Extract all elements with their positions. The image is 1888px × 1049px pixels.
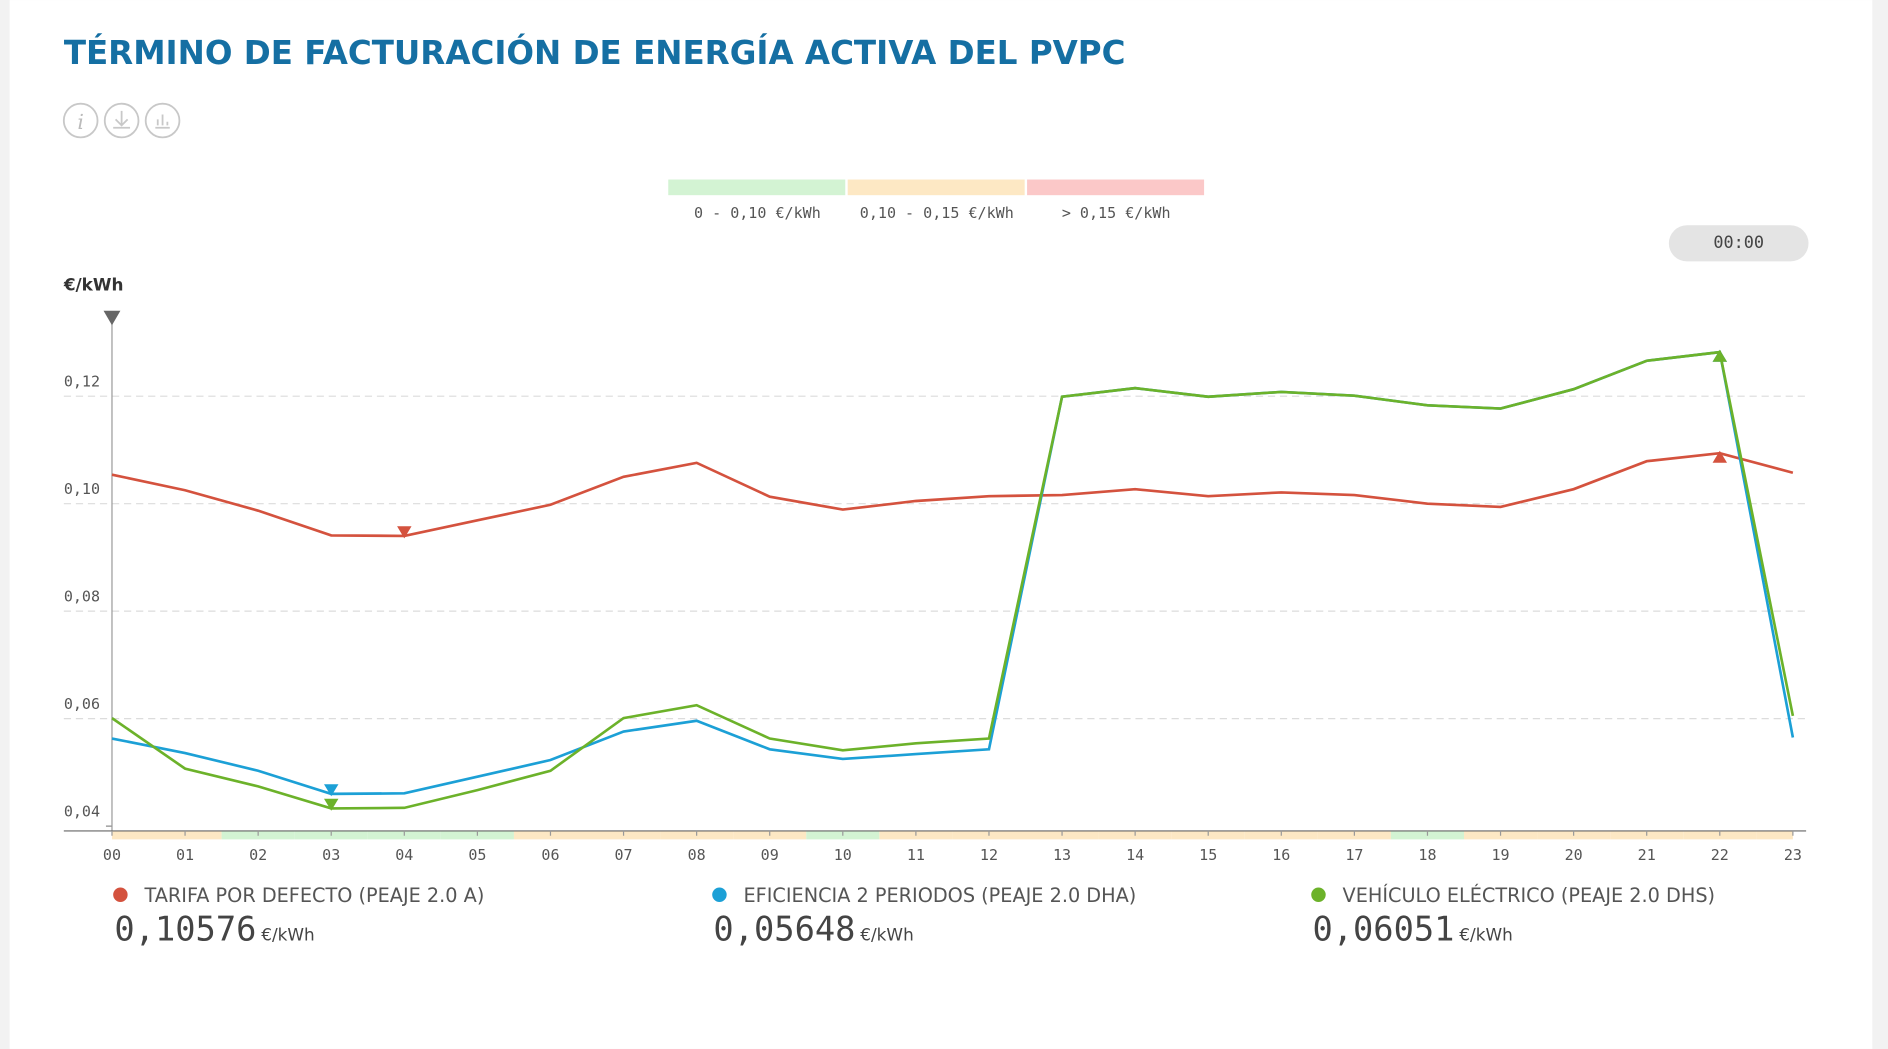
current-readout: 0,10576 €/kWh: [114, 910, 314, 949]
hour-band: [1756, 830, 1793, 840]
x-tick-label: 02: [249, 846, 267, 864]
toolbar: i: [62, 102, 181, 139]
legend-name: TARIFA POR DEFECTO (PEAJE 2.0 A): [143, 884, 484, 907]
current-readout: 0,05648 €/kWh: [713, 910, 913, 949]
y-axis-label: €/kWh: [63, 274, 124, 294]
hour-band: [111, 830, 149, 840]
max-marker: [1712, 450, 1728, 463]
x-tick-label: 17: [1345, 846, 1363, 864]
x-tick-label: 23: [1784, 846, 1802, 864]
download-button[interactable]: [103, 102, 140, 139]
y-tick-label: 0,04: [64, 802, 100, 820]
series-line: [111, 451, 1794, 538]
max-marker: [1712, 349, 1728, 362]
x-tick-label: 12: [980, 846, 998, 864]
legend-dot: [113, 887, 128, 902]
y-tick-label: 0,12: [64, 373, 100, 391]
x-tick-label: 03: [322, 846, 340, 864]
download-icon: [113, 110, 131, 129]
time-badge-label: 00:00: [1713, 232, 1764, 252]
range-swatch: [1027, 179, 1205, 196]
x-tick-label: 05: [468, 846, 486, 864]
range-label: > 0,15 €/kWh: [1062, 204, 1171, 222]
y-tick-label: 0,08: [64, 588, 100, 606]
x-tick-label: 01: [176, 846, 194, 864]
y-tick-label: 0,10: [64, 480, 100, 498]
min-marker: [397, 526, 412, 539]
legend-dot: [712, 887, 727, 902]
info-button[interactable]: [62, 102, 99, 139]
range-swatch: [847, 179, 1025, 196]
current-unit: €/kWh: [1459, 925, 1512, 945]
x-tick-label: 10: [834, 846, 852, 864]
x-tick-label: 07: [614, 846, 632, 864]
min-marker: [324, 798, 339, 811]
x-tick-label: 08: [688, 846, 706, 864]
series-line: [111, 350, 1795, 810]
range-label: 0 - 0,10 €/kWh: [694, 204, 821, 222]
x-tick-label: 21: [1638, 846, 1656, 864]
legend-name: VEHÍCULO ELÉCTRICO (PEAJE 2.0 DHS): [1343, 884, 1716, 907]
x-tick-label: 09: [761, 846, 779, 864]
current-unit: €/kWh: [860, 925, 913, 945]
panel: [9, 0, 1873, 1049]
range-swatch: [668, 179, 846, 196]
x-tick-label: 00: [103, 846, 121, 864]
chart-button[interactable]: [144, 102, 181, 139]
x-tick-label: 16: [1272, 846, 1290, 864]
chart-title: TÉRMINO DE FACTURACIÓN DE ENERGÍA ACTIVA…: [64, 33, 1126, 72]
chart-icon: [155, 114, 170, 129]
x-tick-label: 06: [541, 846, 559, 864]
current-readout: 0,06051 €/kWh: [1312, 910, 1512, 949]
x-tick-label: 11: [907, 846, 925, 864]
current-value: 0,10576: [114, 910, 256, 949]
legend-dot: [1311, 887, 1326, 902]
current-unit: €/kWh: [261, 925, 314, 945]
x-tick-label: 22: [1711, 846, 1729, 864]
x-tick-label: 19: [1491, 846, 1509, 864]
current-value: 0,06051: [1312, 910, 1454, 949]
x-tick-label: 15: [1199, 846, 1217, 864]
info-icon: i: [77, 110, 84, 134]
current-value: 0,05648: [713, 910, 855, 949]
y-tick-label: 0,06: [64, 695, 100, 713]
x-tick-label: 04: [395, 846, 413, 864]
range-label: 0,10 - 0,15 €/kWh: [860, 204, 1014, 222]
time-badge[interactable]: [1668, 225, 1809, 262]
x-tick-label: 18: [1418, 846, 1436, 864]
x-tick-label: 14: [1126, 846, 1144, 864]
min-marker: [324, 784, 339, 797]
x-tick-label: 20: [1565, 846, 1583, 864]
y-axis-arrow: [103, 310, 121, 326]
legend-name: EFICIENCIA 2 PERIODOS (PEAJE 2.0 DHA): [744, 884, 1137, 907]
x-tick-label: 13: [1053, 846, 1071, 864]
